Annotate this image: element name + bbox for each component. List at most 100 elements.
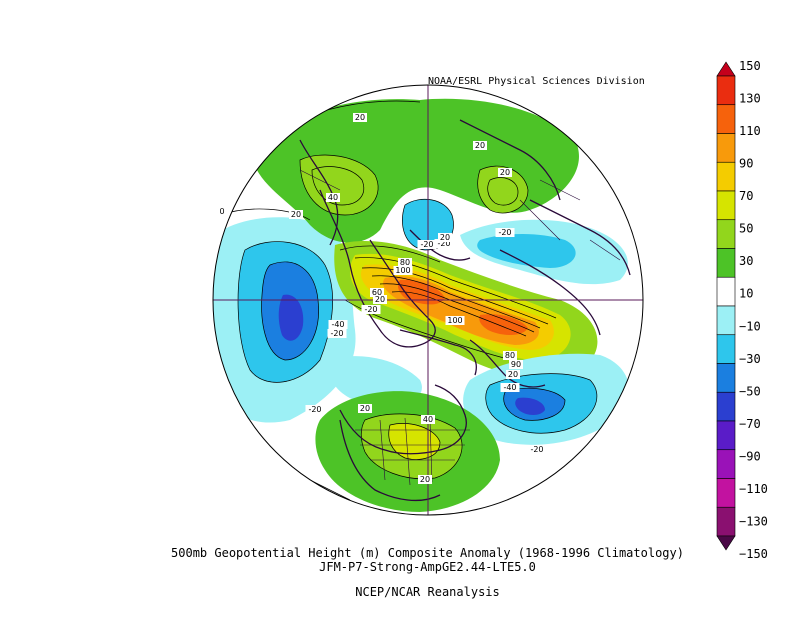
contour-label-bg <box>305 405 325 414</box>
contour-label: 90 <box>511 360 521 369</box>
colorbar-band <box>716 305 736 336</box>
contour-label-bg <box>289 210 303 219</box>
contour-label: -20 <box>420 240 433 249</box>
colorbar: 150 130 110 90 70 50 30 10 −10 −30 −50 −70 −90 −110 −1… <box>716 59 768 561</box>
colorbar-label: −10 <box>739 319 761 333</box>
colorbar-band <box>716 133 736 163</box>
contour-label: 20 <box>420 475 430 484</box>
colorbar-label: 110 <box>739 124 761 138</box>
contour-label: 20 <box>291 210 301 219</box>
contour-labels: 20202040200-20-20-20801006020-20-40-2010… <box>217 113 547 484</box>
pos-anomaly-northeast-lime <box>477 166 528 214</box>
colorbar-bottom-arrow <box>716 535 736 551</box>
contour-label-bg <box>495 228 515 237</box>
credit-text: NOAA/ESRL Physical Sciences Division <box>428 76 645 87</box>
contour-label-bg <box>438 233 452 242</box>
contour-label: 20 <box>475 141 485 150</box>
colorbar-band <box>716 104 736 134</box>
colorbar-band <box>716 449 736 479</box>
colorbar-label: −110 <box>739 482 768 496</box>
colorbar-band <box>716 391 736 422</box>
contour-label: -40 <box>331 320 344 329</box>
contour-label-bg <box>361 305 381 314</box>
contour-label: 100 <box>395 266 410 275</box>
contour-label: -20 <box>530 445 543 454</box>
pos-anomaly-central-max-east <box>479 314 528 335</box>
contour-label-bg <box>358 404 372 413</box>
contour-label-bg <box>418 475 432 484</box>
colorbar-band <box>716 420 736 451</box>
contour-label-bg <box>370 288 384 297</box>
anomaly-field <box>213 85 643 515</box>
contour-label: 20 <box>500 168 510 177</box>
contour-label-bg <box>353 113 367 122</box>
colorbar-band <box>716 248 736 278</box>
colorbar-band <box>716 219 736 249</box>
contour-label: 40 <box>328 193 338 202</box>
contour-label: 40 <box>423 415 433 424</box>
figure-source: NCEP/NCAR Reanalysis <box>355 585 500 599</box>
contour-label-bg <box>421 415 435 424</box>
colorbar-band <box>716 161 736 192</box>
colorbar-label: −70 <box>739 417 761 431</box>
contour-label-bg <box>326 193 340 202</box>
colorbar-band <box>716 75 736 106</box>
contour-label: -20 <box>330 329 343 338</box>
contour-label-bg <box>506 370 520 379</box>
colorbar-label: 130 <box>739 92 761 106</box>
contour-label-bg <box>503 351 517 360</box>
contour-label: 20 <box>360 404 370 413</box>
contour-label: -20 <box>498 228 511 237</box>
contour-label: -20 <box>364 305 377 314</box>
contour-label-bg <box>500 383 520 392</box>
colorbar-band <box>716 478 736 508</box>
contour-label: 0 <box>219 207 224 216</box>
pos-anomaly-north-america-core <box>388 423 440 460</box>
contour-label-bg <box>498 168 512 177</box>
colorbar-band <box>716 363 736 393</box>
contour-label-bg <box>434 239 454 248</box>
neg-anomaly-siberia-inner <box>477 234 576 268</box>
colorbar-label: 30 <box>739 254 753 268</box>
contour-label-bg <box>473 141 487 150</box>
contour-label-bg <box>527 445 547 454</box>
neg-anomaly-west-center <box>278 294 304 341</box>
contour-label-bg <box>398 258 412 267</box>
colorbar-label: −30 <box>739 352 761 366</box>
contour-label: 60 <box>372 288 382 297</box>
globe-outline <box>212 84 644 516</box>
coastlines <box>299 119 631 502</box>
colorbar-label: 70 <box>739 189 753 203</box>
neg-anomaly-pacific-center <box>515 397 545 415</box>
contour-label: -20 <box>308 405 321 414</box>
contour-label: 100 <box>447 316 462 325</box>
colorbar-label: −90 <box>739 449 761 463</box>
contour-label-bg <box>327 329 347 338</box>
contour-label-bg <box>509 360 523 369</box>
contour-label: 20 <box>355 113 365 122</box>
colorbar-label: −50 <box>739 384 761 398</box>
figure-title: 500mb Geopotential Height (m) Composite … <box>171 546 684 560</box>
contour-label-bg <box>373 295 387 304</box>
colorbar-band <box>716 506 736 537</box>
colorbar-label: −130 <box>739 514 768 528</box>
contour-label-bg <box>417 240 437 249</box>
political-borders <box>299 169 621 486</box>
contour-label: 80 <box>400 258 410 267</box>
figure-subtitle: JFM-P7-Strong-AmpGE2.44-LTE5.0 <box>319 560 536 574</box>
contour-label: -40 <box>503 383 516 392</box>
contour-label: 20 <box>440 233 450 242</box>
colorbar-label: 150 <box>739 59 761 73</box>
colorbar-label: 90 <box>739 157 753 171</box>
colorbar-label: −150 <box>739 547 768 561</box>
contour-label-bg <box>328 320 348 329</box>
contour-label-bg <box>445 316 465 325</box>
contour-label: 80 <box>505 351 515 360</box>
colorbar-band <box>716 276 736 307</box>
contour-label: 20 <box>375 295 385 304</box>
contour-label-bg <box>217 207 227 216</box>
colorbar-label: 50 <box>739 222 753 236</box>
colorbar-band <box>716 334 736 364</box>
colorbar-label: 10 <box>739 287 753 301</box>
